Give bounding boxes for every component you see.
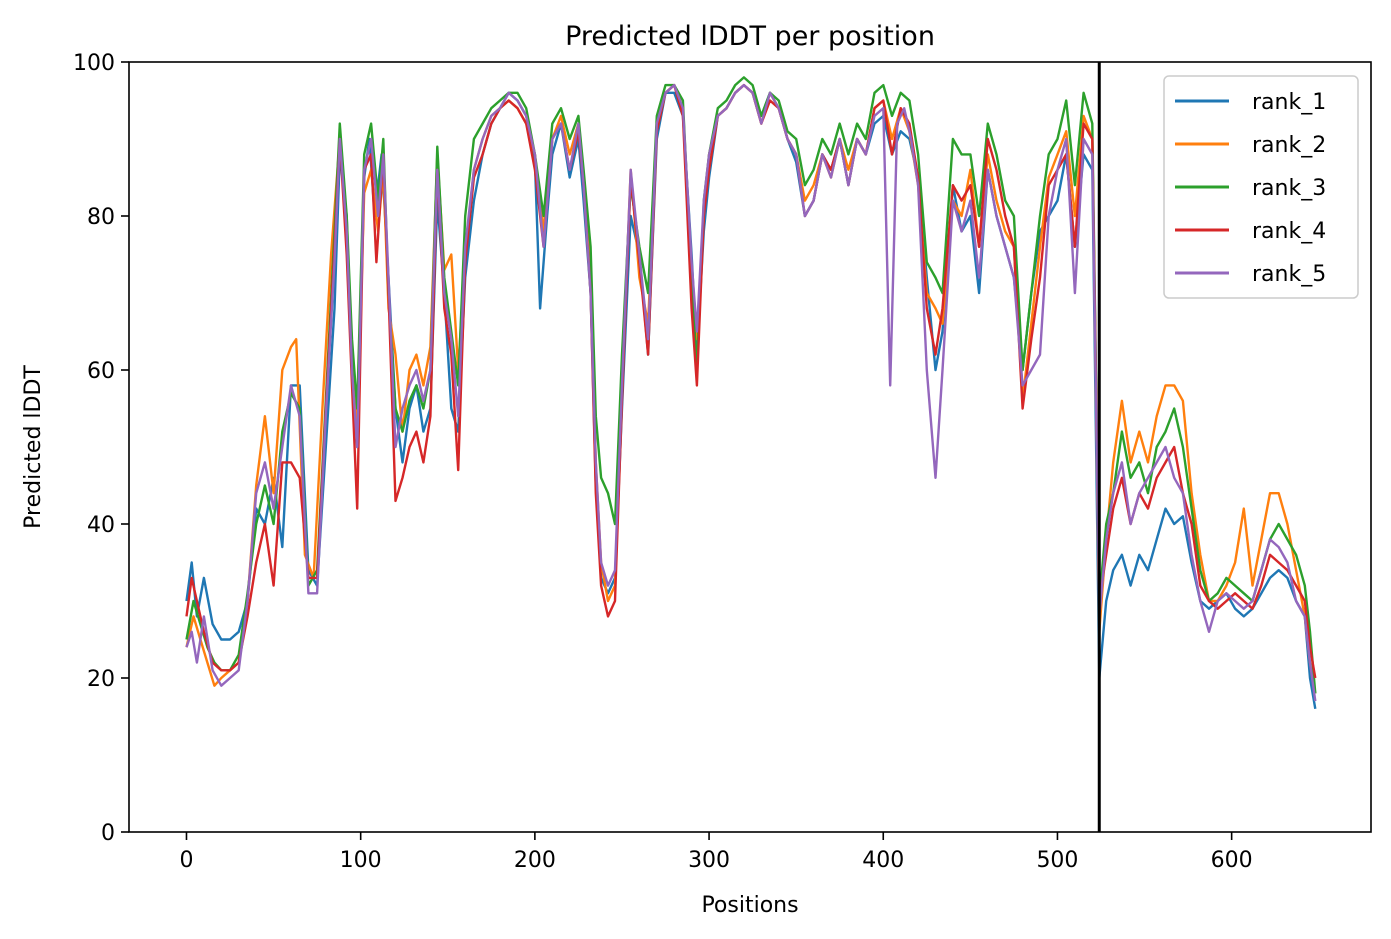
legend: rank_1 rank_2 rank_3 rank_4 rank_5 [1163, 75, 1359, 299]
legend-label-rank-1: rank_1 [1252, 90, 1326, 115]
y-tick-label: 40 [87, 513, 115, 538]
x-tick-label: 600 [1211, 848, 1253, 873]
y-axis: 0 20 40 60 80 100 [73, 51, 129, 846]
y-tick-label: 60 [87, 359, 115, 384]
legend-label-rank-5: rank_5 [1252, 262, 1326, 287]
y-tick-label: 0 [101, 821, 115, 846]
x-axis: 0 100 200 300 400 500 600 [179, 832, 1253, 873]
x-tick-label: 200 [514, 848, 556, 873]
x-tick-label: 500 [1036, 848, 1078, 873]
legend-box [1163, 75, 1359, 299]
x-tick-label: 100 [340, 848, 382, 873]
legend-label-rank-4: rank_4 [1252, 219, 1326, 244]
y-axis-label: Predicted lDDT [21, 365, 46, 529]
series-line-rank-5 [185, 83, 1317, 702]
y-tick-label: 100 [73, 51, 115, 76]
series-layer [185, 76, 1317, 710]
y-tick-label: 80 [87, 205, 115, 230]
plot-frame [128, 61, 1372, 833]
chart-title: Predicted lDDT per position [565, 21, 935, 52]
y-tick-label: 20 [87, 667, 115, 692]
legend-label-rank-3: rank_3 [1252, 176, 1326, 201]
x-axis-label: Positions [701, 893, 798, 918]
x-tick-label: 400 [862, 848, 904, 873]
series-line-rank-3 [185, 76, 1317, 694]
x-tick-label: 0 [179, 848, 193, 873]
x-tick-label: 300 [688, 848, 730, 873]
legend-label-rank-2: rank_2 [1252, 133, 1326, 158]
